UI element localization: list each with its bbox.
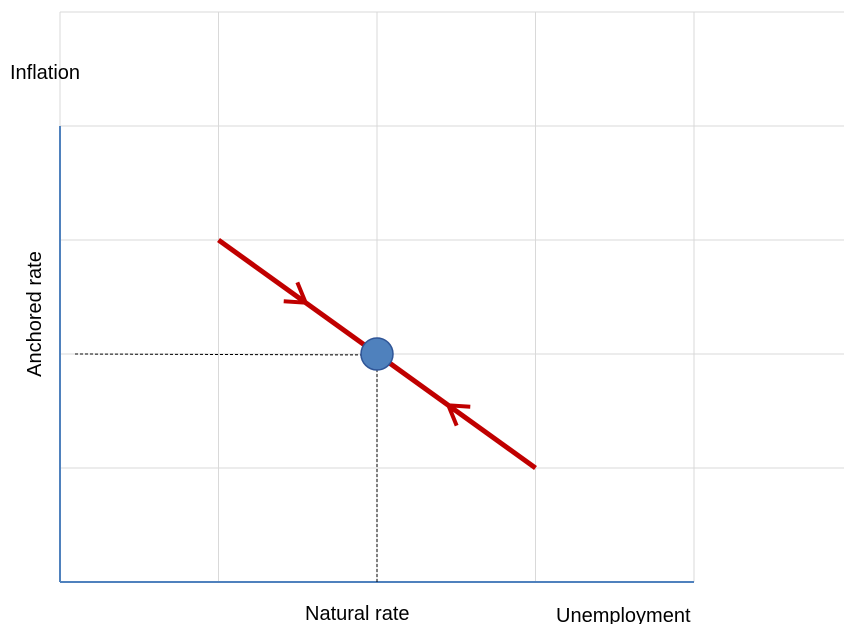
anchored-rate-label: Anchored rate — [24, 251, 46, 377]
arrowhead-down — [283, 281, 309, 305]
y-axis-title: Inflation — [10, 62, 81, 84]
equilibrium-point — [360, 337, 394, 371]
horizontal-guide-line — [74, 353, 378, 356]
gridlines — [59, 11, 844, 582]
arrowhead-up — [445, 403, 471, 427]
guide-lines — [74, 353, 378, 582]
equilibrium-points — [360, 337, 394, 371]
x-axis-title: Unemployment — [556, 605, 691, 624]
natural-rate-label: Natural rate — [305, 603, 410, 624]
